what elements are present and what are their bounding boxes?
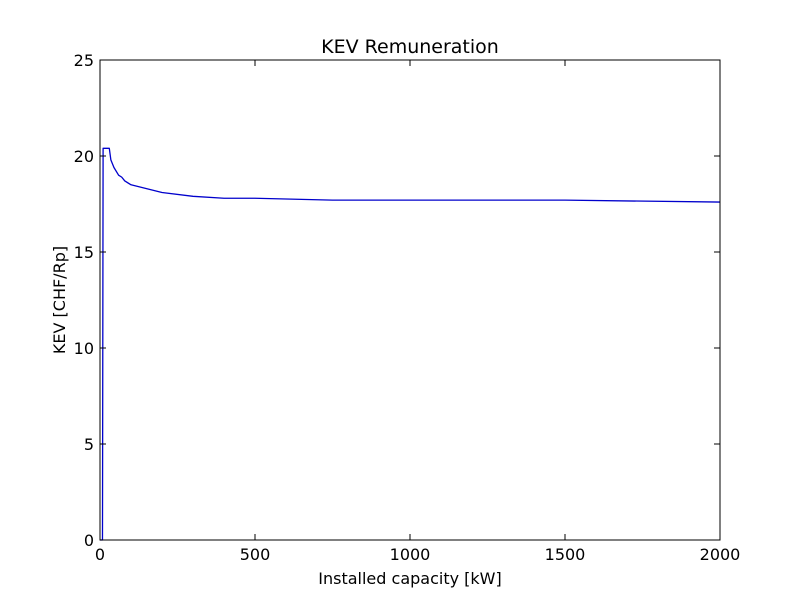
y-tick-label: 10 <box>74 339 94 358</box>
y-tick-label: 0 <box>84 531 94 550</box>
x-tick-label: 0 <box>95 545 105 564</box>
y-tick-label: 20 <box>74 147 94 166</box>
y-tick-label: 25 <box>74 51 94 70</box>
plot-area: 0 500 1000 1500 2000 0 5 10 15 20 25 <box>74 51 741 564</box>
y-axis-title: KEV [CHF/Rp] <box>50 246 69 354</box>
x-tick-label: 500 <box>240 545 271 564</box>
y-tick-label: 15 <box>74 243 94 262</box>
x-axis-title: Installed capacity [kW] <box>318 569 501 588</box>
chart-title: KEV Remuneration <box>321 36 499 58</box>
x-tick-label: 1500 <box>545 545 586 564</box>
y-tick-label: 5 <box>84 435 94 454</box>
x-tick-label: 1000 <box>390 545 431 564</box>
series-line-0 <box>100 147 721 541</box>
x-tick-label: 2000 <box>700 545 741 564</box>
